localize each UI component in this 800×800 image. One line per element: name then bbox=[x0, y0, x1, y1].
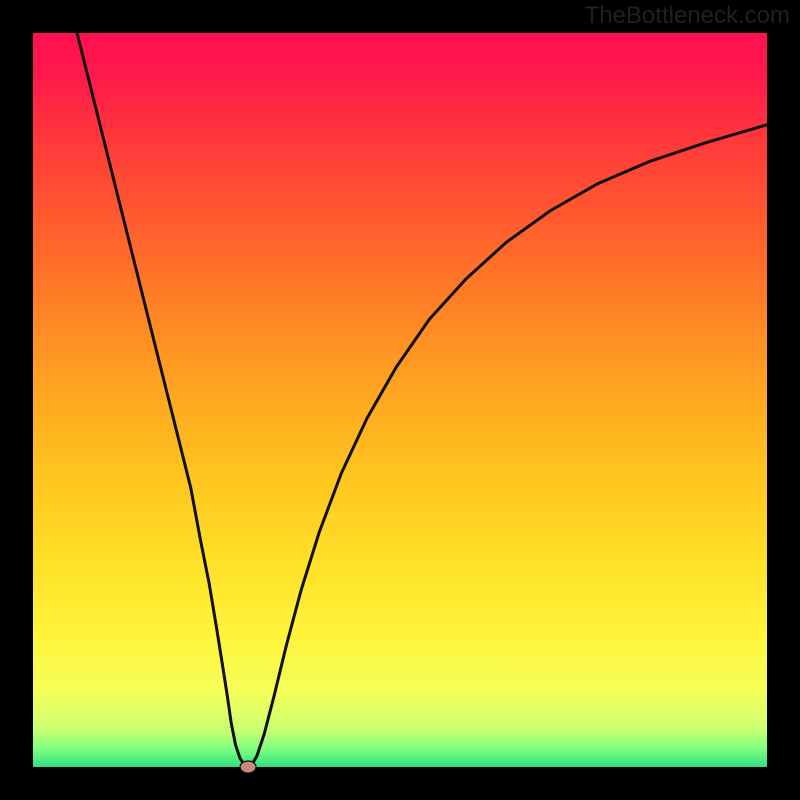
plot-background-gradient bbox=[33, 33, 767, 767]
chart-stage: TheBottleneck.com bbox=[0, 0, 800, 800]
bottleneck-chart bbox=[0, 0, 800, 800]
optimum-marker bbox=[240, 761, 256, 773]
